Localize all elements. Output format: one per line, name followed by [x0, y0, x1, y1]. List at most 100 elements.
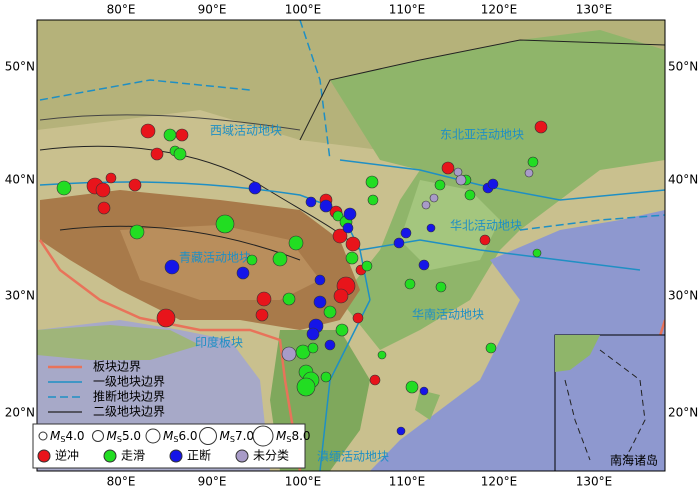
lon-label: 130°E: [576, 3, 613, 17]
earthquake: [369, 374, 381, 386]
earthquake: [352, 312, 364, 324]
earthquake: [272, 251, 288, 267]
earthquake: [479, 234, 491, 246]
lon-label: 110°E: [389, 3, 426, 17]
type-symbol: [169, 449, 183, 463]
region-label: 华北活动地块: [450, 219, 522, 233]
magnitude-symbol: [92, 430, 104, 442]
earthquake: [453, 167, 463, 177]
earthquake: [56, 180, 72, 196]
lat-label: 30°N: [5, 289, 35, 303]
region-label: 西域活动地块: [210, 124, 282, 138]
earthquake: [307, 342, 319, 354]
earthquake: [305, 196, 317, 208]
region-label: 印度板块: [195, 335, 243, 350]
inset: 南海诸岛: [554, 334, 666, 472]
type-label: 正断: [187, 448, 211, 463]
earthquake: [105, 172, 117, 184]
earthquake: [532, 248, 542, 258]
type-symbol: [103, 449, 117, 463]
earthquake: [404, 278, 416, 290]
lat-label: 40°N: [5, 173, 35, 187]
earthquake: [485, 342, 497, 354]
earthquake: [434, 179, 446, 191]
earthquake: [426, 223, 436, 233]
quake-legend: MS4.0 MS5.0 MS6.0 MS7.0 MS8.0 逆冲 走滑 正断 未分类: [32, 423, 311, 469]
region-label: 滇缅活动地块: [317, 450, 389, 464]
lat-label: 30°N: [668, 289, 698, 303]
earthquake: [345, 251, 359, 265]
earthquake: [319, 199, 333, 213]
earthquake: [361, 260, 373, 272]
earthquake: [129, 224, 145, 240]
earthquake: [534, 120, 548, 134]
type-label: 逆冲: [55, 448, 79, 463]
lon-label: 80°E: [107, 475, 136, 489]
earthquake: [255, 308, 269, 322]
magnitude-symbol: [38, 431, 48, 441]
earthquake: [128, 178, 142, 192]
earthquake: [256, 291, 272, 307]
magnitude-symbol: [199, 427, 217, 445]
inset-title: 南海诸岛: [610, 453, 658, 468]
earthquake: [313, 295, 327, 309]
map-frame: [36, 19, 666, 472]
earthquake: [418, 259, 430, 271]
magnitude-label: MS5.0: [107, 429, 142, 444]
magnitude-symbol: [145, 428, 161, 444]
earthquake: [429, 193, 439, 203]
lon-label: 120°E: [481, 3, 518, 17]
earthquake: [97, 201, 111, 215]
earthquake: [156, 308, 176, 328]
earthquake: [342, 222, 354, 234]
type-label: 走滑: [121, 449, 145, 463]
earthquake: [332, 210, 344, 222]
earthquake: [163, 128, 177, 142]
earthquakes: [56, 120, 595, 436]
magnitude-label: MS7.0: [220, 429, 255, 444]
region-label: 东北亚活动地块: [440, 128, 524, 142]
earthquake: [393, 237, 405, 249]
lon-label: 90°E: [198, 475, 227, 489]
legend-label: 板块边界: [93, 360, 141, 374]
lat-label: 50°N: [668, 60, 698, 74]
earthquake: [248, 181, 262, 195]
lat-label: 40°N: [668, 173, 698, 187]
region-label: 青藏活动地块: [179, 251, 251, 265]
earthquake: [419, 386, 429, 396]
earthquake: [333, 288, 349, 304]
earthquake: [441, 161, 455, 175]
earthquake: [524, 168, 534, 178]
earthquake: [246, 254, 258, 266]
magnitude-label: MS6.0: [163, 429, 198, 444]
magnitude-symbol: [252, 425, 274, 447]
magnitude-label: MS4.0: [50, 429, 85, 444]
earthquake: [345, 236, 361, 252]
type-symbol: [235, 449, 249, 463]
earthquake: [405, 380, 419, 394]
magnitude-label: MS8.0: [276, 429, 311, 444]
earthquake: [281, 346, 297, 362]
earthquake: [95, 182, 111, 198]
region-label: 华南活动地块: [412, 307, 484, 322]
earthquake: [175, 128, 189, 142]
earthquake: [306, 327, 320, 341]
earthquake: [400, 227, 412, 239]
earthquake: [365, 175, 379, 189]
lon-label: 90°E: [198, 3, 227, 17]
earthquake: [282, 292, 296, 306]
earthquake: [150, 147, 164, 161]
lon-label: 120°E: [481, 475, 518, 489]
earthquake: [455, 174, 467, 186]
earthquake: [215, 214, 235, 234]
legend-label: 二级地块边界: [93, 405, 165, 419]
earthquake: [527, 156, 539, 168]
lon-label: 100°E: [285, 3, 322, 17]
earthquake: [288, 235, 304, 251]
earthquake: [314, 274, 326, 286]
type-label: 未分类: [253, 449, 289, 463]
earthquake: [236, 266, 250, 280]
graticule-labels: 80°E 80°E 90°E 90°E 100°E 100°E 110°E 110°E 120°…: [5, 3, 699, 489]
